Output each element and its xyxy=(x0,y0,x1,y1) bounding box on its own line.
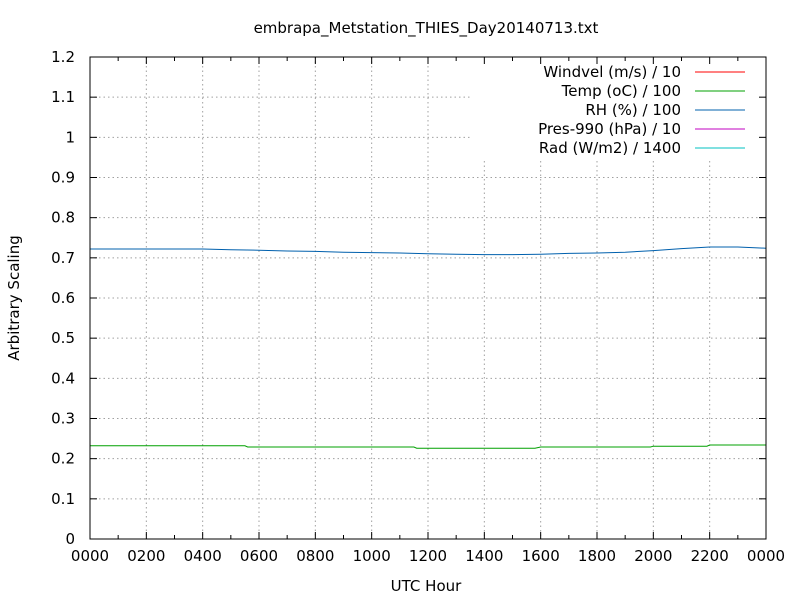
y-tick-label: 0.8 xyxy=(51,209,75,227)
y-tick-label: 1.1 xyxy=(51,88,75,106)
y-tick-label: 0.6 xyxy=(51,289,75,307)
legend-label-3: Pres-990 (hPa) / 10 xyxy=(538,120,681,138)
x-tick-label: 1200 xyxy=(409,547,447,565)
x-tick-label: 0400 xyxy=(184,547,222,565)
y-tick-label: 0.5 xyxy=(51,329,75,347)
y-tick-label: 0.1 xyxy=(51,490,75,508)
series-lines xyxy=(90,246,767,449)
x-tick-label: 0000 xyxy=(747,547,785,565)
legend-label-0: Windvel (m/s) / 10 xyxy=(543,63,681,81)
series-line-2 xyxy=(90,246,767,256)
y-tick-label: 1.2 xyxy=(51,48,75,66)
legend-label-2: RH (%) / 100 xyxy=(585,101,681,119)
y-tick-label: 0.2 xyxy=(51,450,75,468)
x-tick-label: 1400 xyxy=(465,547,503,565)
y-tick-label: 1 xyxy=(65,128,75,146)
plot-border xyxy=(89,56,767,540)
x-tick-label: 0000 xyxy=(71,547,109,565)
x-tick-label: 2000 xyxy=(634,547,672,565)
x-tick-label: 0800 xyxy=(296,547,334,565)
y-tick-label: 0.9 xyxy=(51,169,75,187)
axis-ticks: 0 0.1 0.2 0.3 0.4 0.5 0.6 0.7 0.8 0.9 1 1.1 1.2 0000 0… xyxy=(51,48,785,565)
y-tick-label: 0.3 xyxy=(51,410,75,428)
x-tick-label: 1800 xyxy=(578,547,616,565)
x-tick-label: 1600 xyxy=(522,547,560,565)
y-tick-label: 0.7 xyxy=(51,249,75,267)
x-tick-label: 0200 xyxy=(127,547,165,565)
chart-title: embrapa_Metstation_THIES_Day20140713.txt xyxy=(254,19,599,38)
x-tick-label: 2200 xyxy=(691,547,729,565)
x-axis-label: UTC Hour xyxy=(391,577,462,595)
legend-label-1: Temp (oC) / 100 xyxy=(561,82,681,100)
y-axis-label: Arbitrary Scaling xyxy=(5,235,23,361)
x-tick-label: 0600 xyxy=(240,547,278,565)
x-tick-label: 1000 xyxy=(353,547,391,565)
series-line-1 xyxy=(90,444,766,449)
legend-label-4: Rad (W/m2) / 1400 xyxy=(539,139,681,157)
y-tick-label: 0.4 xyxy=(51,369,75,387)
grid xyxy=(90,57,766,539)
y-tick-label: 0 xyxy=(65,530,75,548)
